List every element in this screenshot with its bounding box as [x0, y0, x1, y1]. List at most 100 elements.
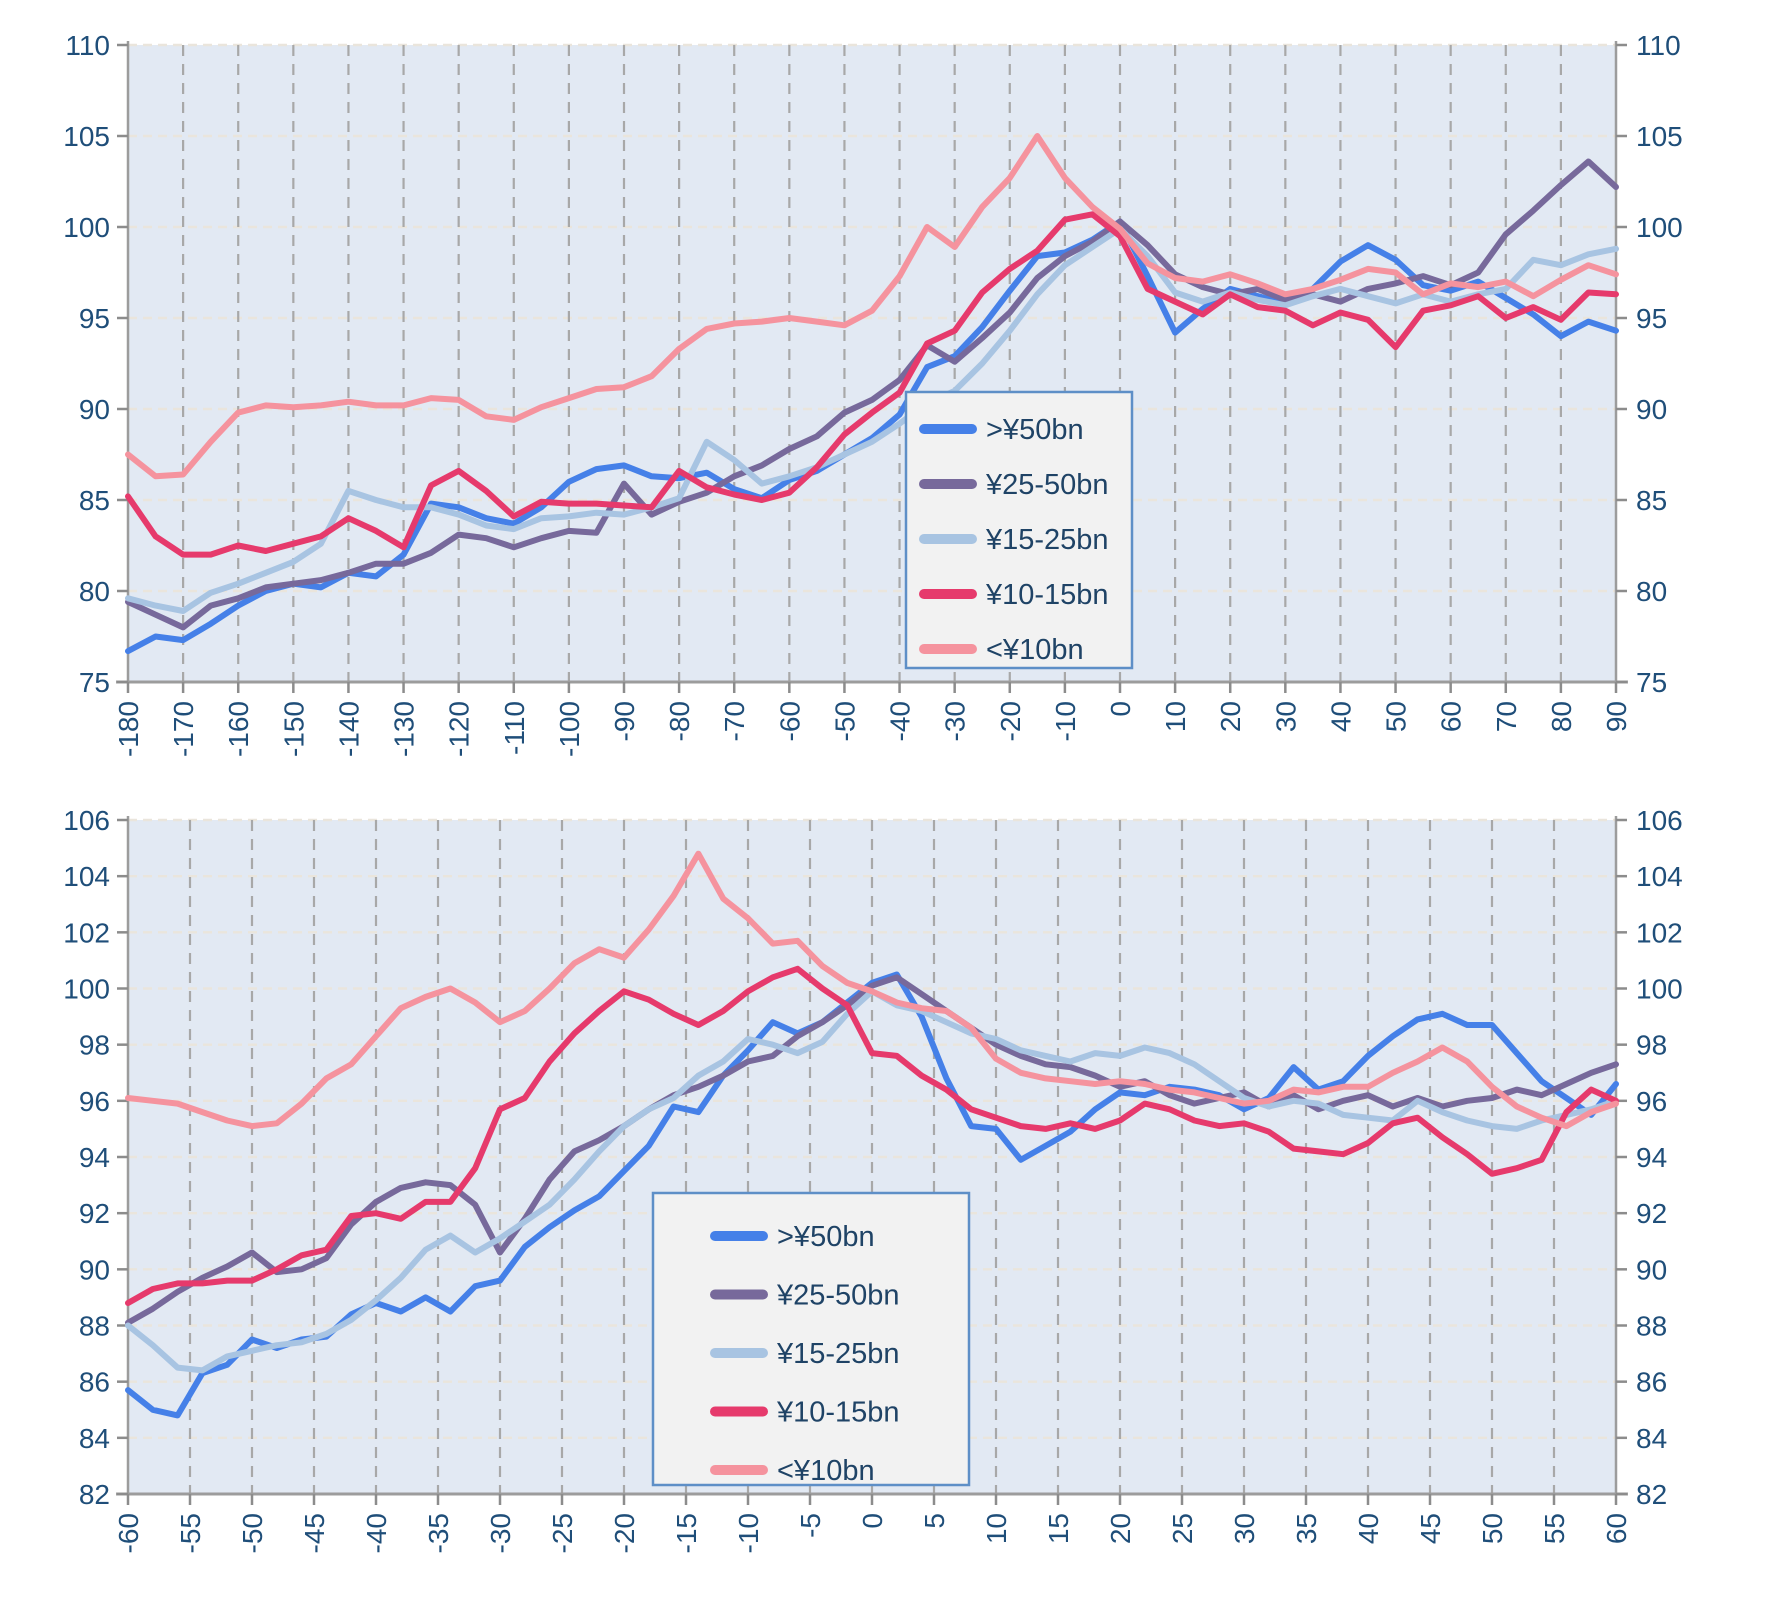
series-lines: [125, 133, 1619, 655]
x-axis-label: 70: [1491, 701, 1522, 732]
y-axis-label-left: 80: [79, 576, 110, 607]
x-axis-label: 0: [857, 1513, 888, 1529]
x-axis-label: 60: [1436, 701, 1467, 732]
plot-area: [128, 45, 1616, 682]
x-axis-label: 80: [1546, 701, 1577, 732]
legend: >¥50bn ¥25-50bn ¥15-25bn ¥10-15bn <¥10bn: [904, 390, 1134, 670]
legend-label: <¥10bn: [777, 1455, 875, 1487]
y-axis-label-left: 105: [63, 121, 110, 152]
x-axis-label: -110: [499, 701, 530, 755]
legend-label: <¥10bn: [986, 634, 1084, 666]
y-axis-label-left: 106: [63, 805, 110, 836]
y-axis-label-right: 86: [1636, 1367, 1667, 1398]
y-axis-label-left: 100: [63, 974, 110, 1005]
x-axis-label: -160: [223, 701, 254, 757]
x-axis-label: 15: [1043, 1513, 1074, 1544]
y-axis-label-right: 110: [1636, 30, 1681, 61]
y-axis-label-left: 92: [79, 1198, 110, 1229]
series-line: [125, 218, 1619, 655]
x-axis-label: -30: [485, 1513, 516, 1553]
legend-box: [904, 390, 1134, 670]
x-axis-label: -40: [361, 1513, 392, 1553]
legend-label: >¥50bn: [777, 1221, 875, 1253]
y-axis-label-left: 88: [79, 1311, 110, 1342]
legend: >¥50bn ¥25-50bn ¥15-25bn ¥10-15bn <¥10bn: [651, 1191, 971, 1487]
x-axis-label: -70: [719, 701, 750, 741]
x-axis-label: -80: [664, 701, 695, 741]
y-axis-label-right: 85: [1636, 485, 1667, 516]
legend-label: ¥10-15bn: [985, 579, 1109, 611]
x-axis-label: -90: [609, 701, 640, 741]
tick-marks: [117, 43, 1627, 693]
legend-label: ¥15-25bn: [776, 1338, 900, 1370]
x-axis-label: 10: [981, 1513, 1012, 1544]
x-axis-label: -5: [795, 1513, 826, 1538]
x-axis-label: 0: [1105, 701, 1136, 717]
x-axis-label: 35: [1291, 1513, 1322, 1544]
y-axis-label-right: 102: [1636, 917, 1683, 948]
y-axis-label-right: 98: [1636, 1030, 1667, 1061]
x-axis-label: -50: [237, 1513, 268, 1553]
y-axis-label-right: 100: [1636, 974, 1683, 1005]
y-axis-label-left: 95: [79, 303, 110, 334]
y-axis-label-left: 104: [63, 861, 110, 892]
x-axis-label: -180: [113, 701, 144, 757]
x-axis-label: -55: [175, 1513, 206, 1553]
series-line: [125, 133, 1619, 480]
x-axis-label: 40: [1353, 1513, 1384, 1544]
legend-label: >¥50bn: [986, 414, 1084, 446]
y-axis-label-left: 82: [79, 1479, 110, 1510]
x-axis-label: -60: [113, 1513, 144, 1553]
y-axis-label-right: 105: [1636, 121, 1683, 152]
y-axis-label-left: 100: [63, 212, 110, 243]
axes: [116, 41, 1628, 684]
y-axis-label-left: 98: [79, 1030, 110, 1061]
x-axis-label: -35: [423, 1513, 454, 1553]
legend-label: ¥15-25bn: [985, 524, 1109, 556]
x-axis-label: 30: [1270, 701, 1301, 732]
x-axis-label: -140: [333, 701, 364, 757]
y-axis-label-right: 80: [1636, 576, 1667, 607]
y-axis-label-right: 82: [1636, 1479, 1667, 1510]
y-axis-label-left: 96: [79, 1086, 110, 1117]
y-axis-label-left: 86: [79, 1367, 110, 1398]
x-axis-label: -20: [995, 701, 1026, 741]
x-axis-label: 50: [1477, 1513, 1508, 1544]
x-axis-label: 20: [1215, 701, 1246, 732]
x-axis-label: -10: [1050, 701, 1081, 741]
x-axis-label: -100: [554, 701, 585, 757]
y-axis-label-right: 90: [1636, 1254, 1667, 1285]
x-axis-label: -20: [609, 1513, 640, 1553]
series-line: [125, 965, 1619, 1306]
x-axis-label: -170: [168, 701, 199, 757]
y-axis-label-right: 104: [1636, 861, 1683, 892]
legend-box: [651, 1191, 971, 1487]
y-axis-label-right: 106: [1636, 805, 1683, 836]
x-axis-label: -15: [671, 1513, 702, 1553]
x-axis-label: 60: [1601, 1513, 1632, 1544]
x-axis-label: -150: [278, 701, 309, 757]
y-axis-label-right: 90: [1636, 394, 1667, 425]
y-axis-label-right: 92: [1636, 1198, 1667, 1229]
y-axis-label-right: 75: [1636, 667, 1667, 698]
x-axis-label: -60: [774, 701, 805, 741]
x-axis-label: 45: [1415, 1513, 1446, 1544]
y-axis-label-left: 84: [79, 1423, 110, 1454]
y-axis-label-right: 84: [1636, 1423, 1667, 1454]
y-axis-label-right: 94: [1636, 1142, 1667, 1173]
x-axis-label: -40: [885, 701, 916, 741]
y-axis-label-left: 110: [65, 30, 110, 61]
x-axis-label: -25: [547, 1513, 578, 1553]
x-axis-label: 40: [1325, 701, 1356, 732]
y-axis-label-left: 90: [79, 1254, 110, 1285]
x-axis-label: -50: [829, 701, 860, 741]
x-axis-label: 5: [919, 1513, 950, 1529]
y-axis-label-left: 94: [79, 1142, 110, 1173]
tick-marks: [117, 818, 1627, 1505]
series-lines: [125, 850, 1619, 1419]
series-line: [125, 225, 1619, 614]
